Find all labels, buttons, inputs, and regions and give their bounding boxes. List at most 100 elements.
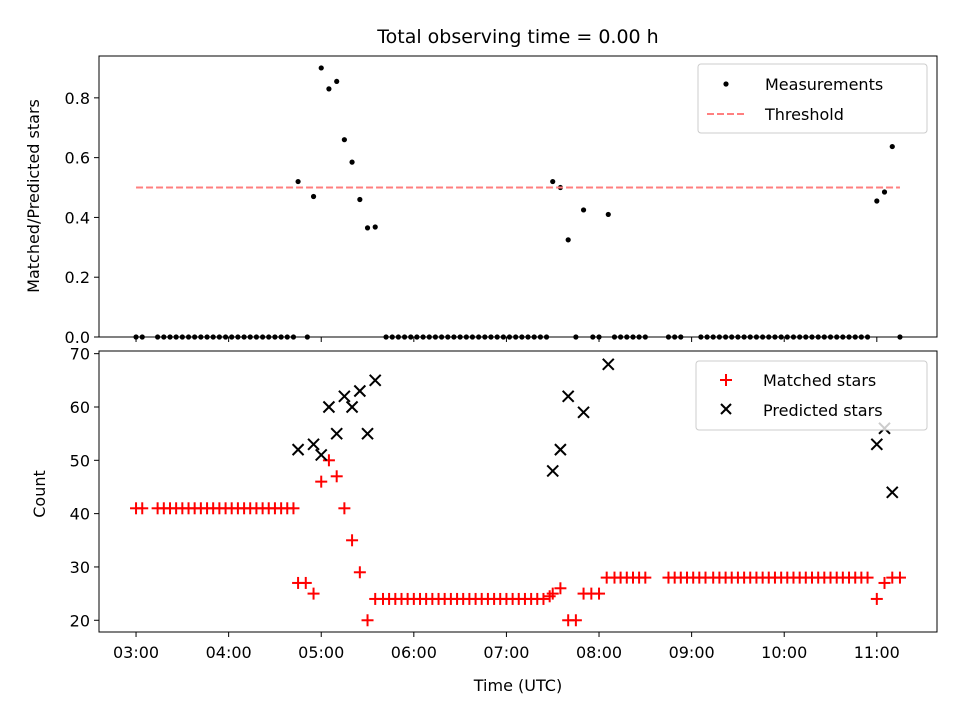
measurements-point — [840, 334, 846, 340]
measurements-point — [573, 334, 579, 340]
measurements-point — [672, 334, 678, 340]
measurements-point — [513, 334, 519, 340]
matched-stars-point — [299, 576, 312, 589]
predicted-stars-point — [291, 443, 305, 456]
measurements-point — [580, 207, 587, 213]
predicted-stars-point — [886, 486, 899, 499]
measurements-point — [185, 334, 192, 340]
matched-stars-point — [136, 502, 149, 515]
measurements-point — [494, 334, 500, 340]
predicted-stars-point — [369, 374, 382, 387]
matched-stars-point — [893, 571, 906, 584]
measurements-point — [897, 334, 903, 340]
measurements-point — [550, 178, 556, 185]
measurements-point — [729, 334, 735, 340]
measurements-point — [482, 334, 488, 340]
measurements-point — [395, 334, 401, 340]
bottom-y-tick-label: 70 — [70, 345, 90, 364]
predicted-stars-point — [546, 464, 559, 478]
measurements-point — [716, 334, 722, 340]
measurements-point — [349, 159, 355, 165]
measurements-point — [476, 334, 482, 340]
matched-stars-point — [537, 592, 550, 605]
measurements-point — [531, 334, 537, 340]
measurements-point — [525, 334, 531, 340]
bottom-x-ticks: 03:00 04:00 05:00 06:00 07:00 08:00 09:00 10:00… — [113, 632, 900, 662]
measurements-point — [272, 334, 278, 340]
matched-stars-point — [346, 534, 359, 547]
measurements-point — [797, 334, 803, 340]
measurements-point — [543, 334, 550, 340]
measurements-point — [364, 225, 371, 231]
predicted-stars-point — [554, 443, 567, 456]
legend-measurements-marker — [723, 81, 729, 87]
measurements-point — [318, 65, 324, 71]
measurements-point — [451, 334, 457, 340]
measurements-point — [426, 334, 432, 340]
matched-stars-point — [361, 614, 374, 627]
measurements-point — [565, 237, 571, 243]
measurements-point — [167, 334, 173, 340]
bottom-x-tick-label: 03:00 — [113, 643, 159, 662]
measurements-point — [590, 334, 596, 340]
measurements-point — [216, 334, 222, 340]
legend-matched-label: Matched stars — [763, 371, 876, 390]
measurements-point — [611, 334, 618, 340]
measurements-point — [334, 78, 340, 85]
measurements-point — [827, 334, 834, 340]
measurements-point — [192, 334, 198, 340]
measurements-point — [741, 334, 747, 340]
measurements-point — [133, 334, 139, 340]
matched-stars-point — [554, 582, 567, 595]
measurements-point — [864, 334, 871, 340]
predicted-stars-point — [338, 390, 351, 403]
top-legend: Measurements Threshold — [697, 63, 928, 134]
bottom-x-tick-label: 05:00 — [298, 643, 344, 662]
measurements-point — [222, 334, 229, 340]
measurements-point — [414, 334, 420, 340]
matched-stars-point — [315, 475, 328, 488]
measurements-point — [139, 334, 145, 340]
measurements-point — [445, 334, 451, 340]
measurements-point — [790, 334, 797, 340]
bottom-x-tick-label: 04:00 — [206, 643, 252, 662]
measurements-point — [809, 334, 815, 340]
measurements-point — [642, 334, 648, 340]
measurements-point — [161, 334, 167, 340]
measurements-point — [784, 334, 790, 340]
bottom-y-ticks: 20 30 40 50 60 70 — [70, 345, 99, 630]
matched-stars-point — [870, 592, 883, 605]
predicted-stars-point — [870, 438, 884, 451]
measurements-point — [357, 196, 363, 203]
measurements-point — [290, 334, 297, 340]
measurements-point — [815, 334, 821, 340]
predicted-stars-point — [307, 438, 320, 451]
top-y-tick-label: 0.2 — [65, 268, 90, 287]
measurements-point — [881, 189, 888, 195]
matched-stars-point — [861, 571, 874, 584]
matched-stars-point — [287, 502, 300, 515]
measurements-point — [439, 334, 445, 340]
measurements-point — [753, 334, 760, 340]
top-y-tick-label: 0.8 — [65, 89, 90, 108]
measurements-point — [704, 334, 710, 340]
matched-stars-point — [569, 614, 582, 627]
measurements-point — [605, 211, 611, 218]
predicted-stars-point — [345, 400, 359, 414]
measurements-point — [747, 334, 753, 340]
measurements-point — [295, 178, 301, 185]
measurements-point — [432, 334, 439, 340]
measurements-point — [247, 334, 253, 340]
matched-stars-point — [322, 454, 335, 467]
bottom-axes-frame — [98, 350, 938, 633]
bottom-x-tick-label: 08:00 — [576, 643, 622, 662]
measurements-point — [500, 334, 506, 340]
bottom-y-tick-label: 40 — [70, 505, 90, 524]
measurements-point — [241, 334, 247, 340]
measurements-point — [537, 334, 544, 340]
measurements-point — [304, 334, 310, 340]
measurements-point — [463, 334, 469, 340]
bottom-legend-box — [695, 360, 928, 431]
predicted-stars-point — [353, 384, 367, 398]
